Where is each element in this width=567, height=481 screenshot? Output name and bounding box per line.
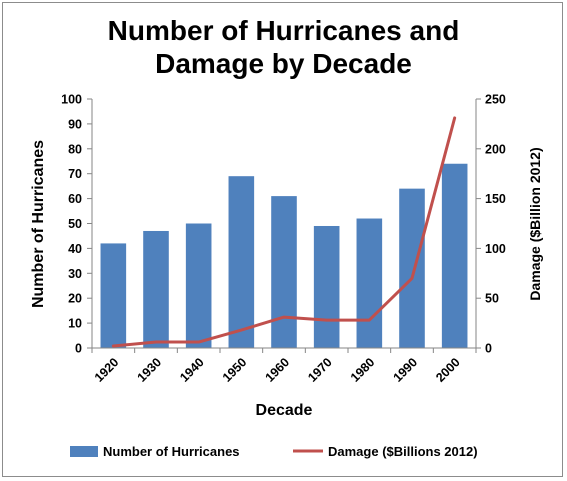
y-tick-label-left: 100 (61, 93, 82, 107)
y-tick-label-left: 30 (68, 267, 82, 281)
y-tick-label-left: 60 (68, 192, 82, 206)
bar-1950 (228, 176, 255, 348)
x-tick-label-1990: 1990 (391, 355, 421, 385)
legend: Number of Hurricanes Damage ($Billions 2… (70, 444, 478, 459)
x-tick-label-1930: 1930 (135, 355, 165, 385)
legend-label-hurricanes: Number of Hurricanes (103, 444, 240, 459)
y-tick-label-left: 0 (75, 342, 82, 356)
y-tick-label-right: 150 (485, 192, 506, 206)
chart-title-line-1: Number of Hurricanes and (107, 15, 460, 46)
y-tick-label-right: 50 (485, 292, 499, 306)
y-tick-label-left: 80 (68, 142, 82, 156)
x-tick-label-1940: 1940 (177, 355, 207, 385)
x-tick-label-1920: 1920 (92, 355, 122, 385)
bar-1920 (100, 243, 127, 348)
y-tick-label-left: 70 (68, 167, 82, 181)
chart-title: Number of Hurricanes and Damage by Decad… (0, 14, 567, 80)
x-tick-label-1960: 1960 (263, 355, 293, 385)
bar-1930 (143, 230, 169, 348)
bar-2000 (441, 163, 468, 348)
bar-1990 (399, 188, 425, 348)
bar-1970 (313, 225, 340, 348)
y-axis-title-left: Number of Hurricanes (30, 140, 47, 308)
legend-label-damage: Damage ($Billions 2012) (328, 444, 478, 459)
y-tick-label-left: 20 (68, 292, 82, 306)
chart-title-line-2: Damage by Decade (155, 48, 412, 79)
y-tick-label-left: 40 (68, 242, 82, 256)
x-tick-label-1980: 1980 (348, 355, 378, 385)
x-tick-label-1970: 1970 (305, 355, 335, 385)
x-tick-label-2000: 2000 (433, 355, 463, 385)
y-tick-label-left: 90 (68, 117, 82, 131)
y-tick-label-right: 250 (485, 93, 506, 107)
y-axis-title-right: Damage ($Billion 2012) (527, 147, 543, 300)
legend-swatch-hurricanes (70, 446, 98, 457)
y-tick-label-right: 200 (485, 142, 506, 156)
y-tick-label-left: 10 (68, 317, 82, 331)
damage-line (111, 116, 457, 348)
x-axis-title: Decade (256, 402, 313, 419)
bar-1960 (271, 196, 297, 348)
bar-1940 (185, 223, 212, 348)
x-tick-label-1950: 1950 (220, 355, 250, 385)
y-tick-label-right: 0 (485, 342, 492, 356)
y-tick-label-right: 100 (485, 242, 506, 256)
bar-1980 (356, 218, 383, 348)
y-tick-label-left: 50 (68, 217, 82, 231)
